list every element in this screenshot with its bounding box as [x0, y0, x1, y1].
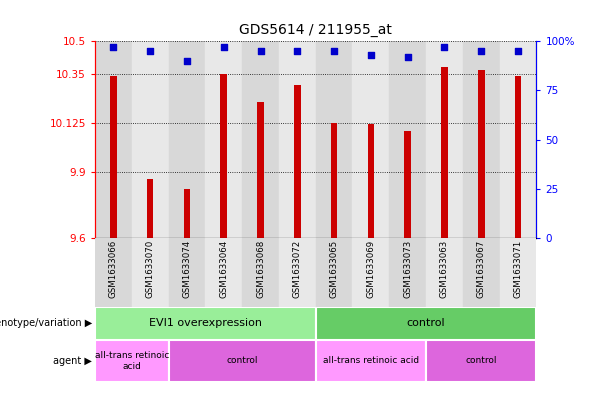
Text: GSM1633067: GSM1633067	[477, 240, 485, 298]
Point	[513, 48, 523, 54]
Point	[440, 44, 449, 50]
Bar	[110, 76, 116, 238]
Text: control: control	[226, 356, 258, 365]
Bar	[257, 103, 264, 238]
Bar	[478, 70, 484, 238]
Point	[256, 48, 265, 54]
Bar	[426, 340, 536, 382]
Bar	[279, 41, 316, 238]
Text: agent ▶: agent ▶	[53, 356, 92, 366]
Bar	[389, 238, 426, 307]
Text: GSM1633066: GSM1633066	[109, 240, 118, 298]
Bar	[316, 41, 352, 238]
Point	[219, 44, 229, 50]
Bar	[95, 41, 132, 238]
Text: GSM1633070: GSM1633070	[146, 240, 154, 298]
Text: EVI1 overexpression: EVI1 overexpression	[149, 318, 262, 329]
Bar	[221, 74, 227, 238]
Text: control: control	[465, 356, 497, 365]
Bar	[205, 238, 242, 307]
Bar	[169, 238, 205, 307]
Text: GSM1633068: GSM1633068	[256, 240, 265, 298]
Text: GSM1633069: GSM1633069	[367, 240, 375, 298]
Bar	[515, 76, 521, 238]
Bar	[368, 124, 374, 238]
Bar	[426, 238, 463, 307]
Text: GSM1633071: GSM1633071	[514, 240, 522, 298]
Bar	[184, 189, 190, 238]
Bar	[463, 238, 500, 307]
Bar	[242, 238, 279, 307]
Text: GSM1633074: GSM1633074	[183, 240, 191, 298]
Bar	[316, 307, 536, 340]
Text: GSM1633063: GSM1633063	[440, 240, 449, 298]
Bar	[463, 41, 500, 238]
Text: GSM1633065: GSM1633065	[330, 240, 338, 298]
Bar	[294, 85, 300, 238]
Bar	[389, 41, 426, 238]
Point	[329, 48, 339, 54]
Bar	[500, 238, 536, 307]
Point	[292, 48, 302, 54]
Point	[182, 58, 192, 64]
Bar	[352, 238, 389, 307]
Bar	[331, 123, 337, 238]
Bar	[279, 238, 316, 307]
Bar	[95, 307, 316, 340]
Point	[366, 52, 376, 58]
Bar	[132, 238, 169, 307]
Bar	[242, 41, 279, 238]
Bar	[441, 68, 447, 238]
Bar	[95, 340, 169, 382]
Bar	[316, 340, 426, 382]
Bar	[132, 41, 169, 238]
Text: GSM1633073: GSM1633073	[403, 240, 412, 298]
Bar	[95, 238, 132, 307]
Text: genotype/variation ▶: genotype/variation ▶	[0, 318, 92, 329]
Bar	[405, 131, 411, 238]
Point	[476, 48, 486, 54]
Bar	[500, 41, 536, 238]
Text: all-trans retinoic
acid: all-trans retinoic acid	[94, 351, 169, 371]
Title: GDS5614 / 211955_at: GDS5614 / 211955_at	[239, 24, 392, 37]
Bar	[352, 41, 389, 238]
Point	[403, 54, 413, 60]
Point	[145, 48, 155, 54]
Bar	[426, 41, 463, 238]
Text: GSM1633064: GSM1633064	[219, 240, 228, 298]
Bar	[147, 179, 153, 238]
Bar	[169, 340, 316, 382]
Text: GSM1633072: GSM1633072	[293, 240, 302, 298]
Bar	[205, 41, 242, 238]
Point	[109, 44, 118, 50]
Text: control: control	[406, 318, 446, 329]
Bar	[169, 41, 205, 238]
Text: all-trans retinoic acid: all-trans retinoic acid	[323, 356, 419, 365]
Bar	[316, 238, 352, 307]
